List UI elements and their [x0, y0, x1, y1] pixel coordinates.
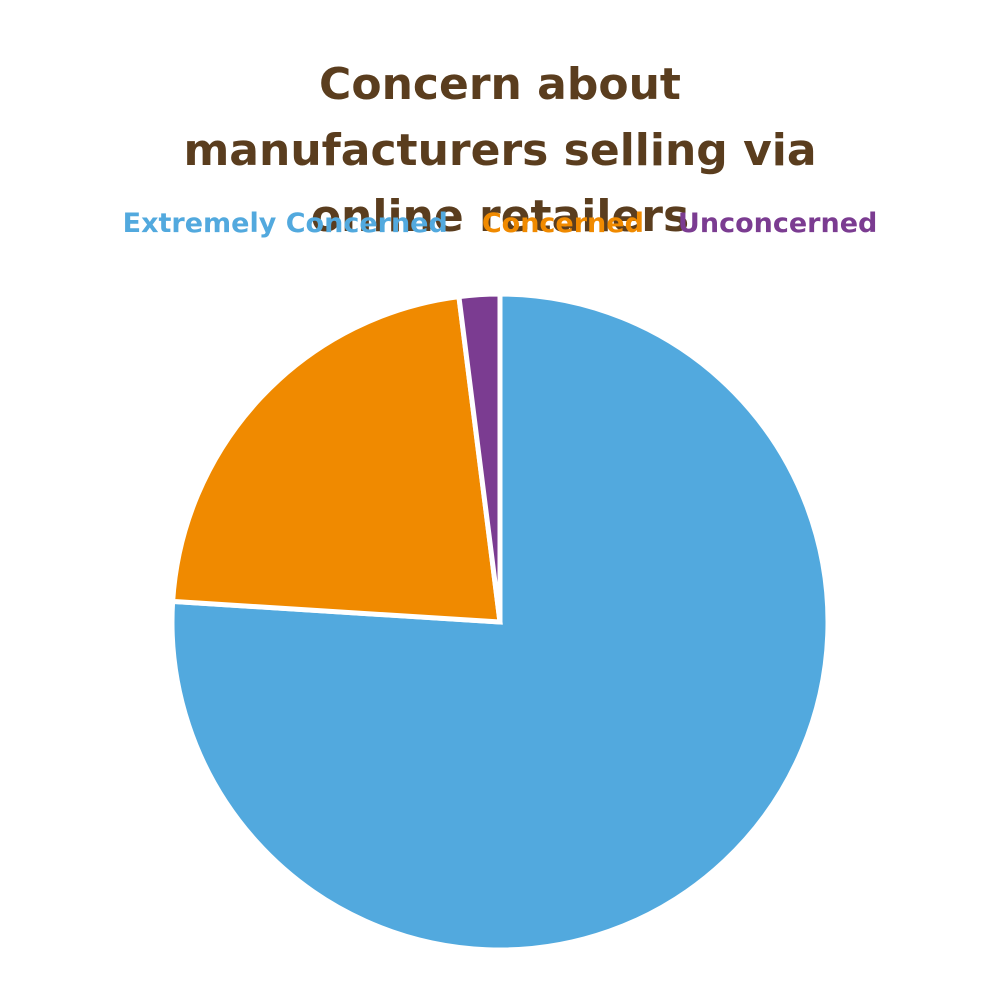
legend-entry: Extremely Concerned: [122, 208, 448, 239]
legend-entry: Concerned: [481, 208, 644, 239]
legend: Extremely Concerned Concerned Unconcerned: [0, 208, 1000, 239]
pie-slice: [456, 291, 503, 623]
pie-slice: [169, 293, 503, 625]
chart-title: Concern about manufacturers selling via …: [183, 59, 817, 242]
legend-entry: Unconcerned: [677, 208, 878, 239]
